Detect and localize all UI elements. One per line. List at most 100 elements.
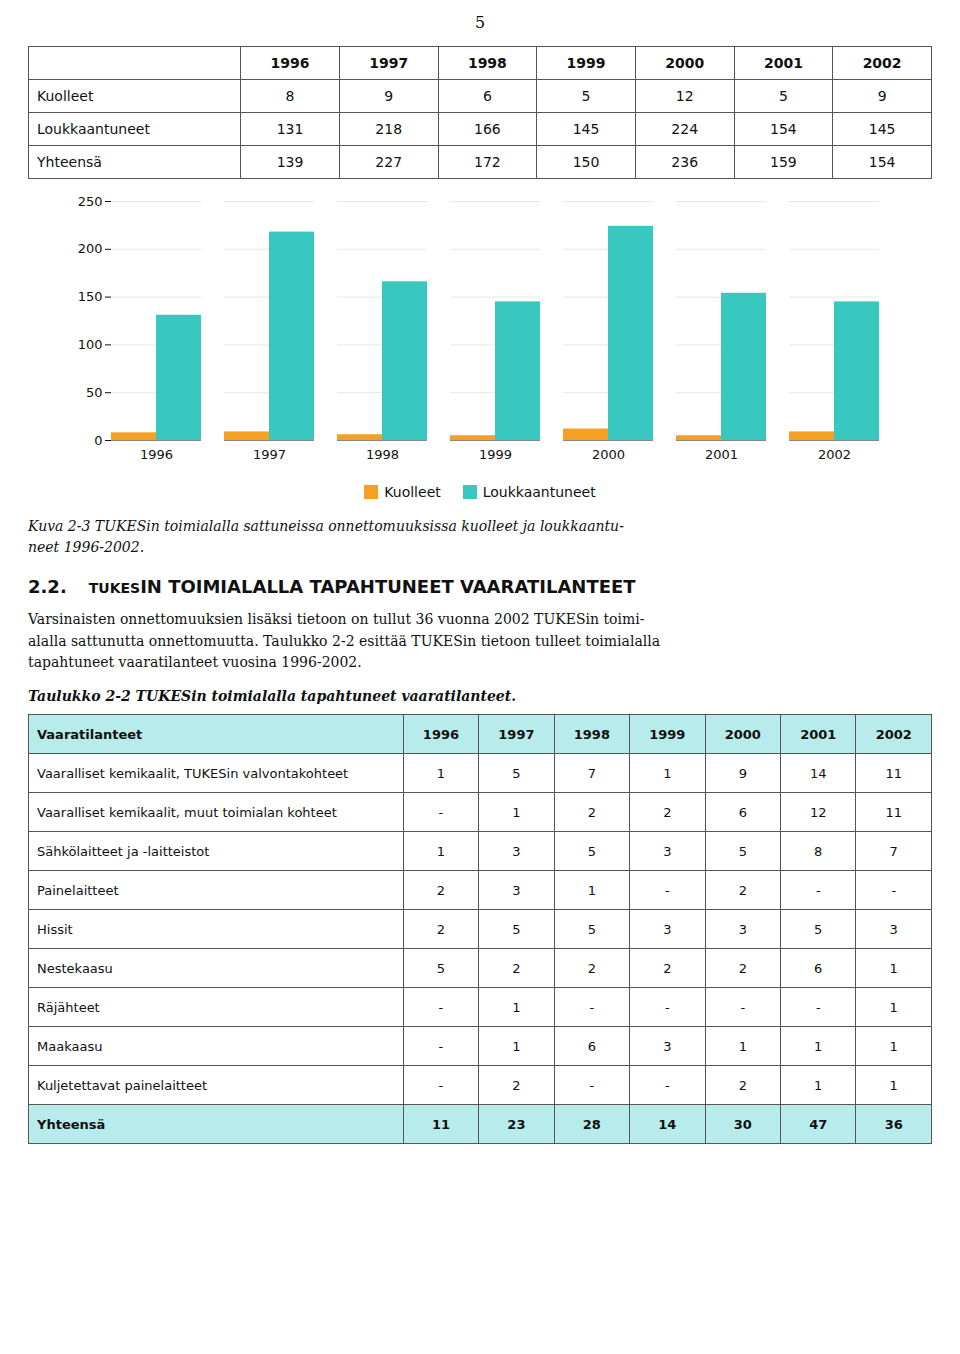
html-text:1996: 1996 [270, 55, 310, 71]
html-text:neet 1996-2002.: neet 1996-2002. [28, 539, 145, 555]
html-text:Painelaitteet: Painelaitteet [37, 882, 119, 898]
html-text:9: 9 [384, 88, 394, 104]
html-text:2002: 2002 [875, 726, 912, 742]
html-text:1999: 1999 [566, 55, 606, 71]
html-text:6: 6 [738, 804, 747, 820]
html-text:2: 2 [587, 804, 596, 820]
html-text:Taulukko 2-2 TUKESin toimialal: Taulukko 2-2 TUKESin toimialalla tapahtu… [28, 688, 517, 705]
html-text:159: 159 [770, 154, 797, 170]
html-text:TUKESIN TOIMIALALLA TAPAHTUNEE: TUKESIN TOIMIALALLA TAPAHTUNEET VAARATIL… [88, 576, 636, 597]
html-text:Kuljetettavat painelaitteet: Kuljetettavat painelaitteet [37, 1077, 207, 1093]
html-text:218: 218 [375, 121, 403, 137]
html-text:14: 14 [810, 765, 827, 781]
svg-text:2000: 2000 [592, 447, 625, 462]
html-text:Loukkaantuneet: Loukkaantuneet [37, 121, 150, 137]
svg-text:0: 0 [94, 433, 102, 448]
svg-text:1996: 1996 [140, 447, 173, 462]
svg-text:50: 50 [86, 385, 103, 400]
html-text:47: 47 [809, 1116, 828, 1132]
html-text:5: 5 [474, 13, 486, 32]
html-text:Räjähteet: Räjähteet [37, 999, 100, 1015]
html-text:Yhteensä: Yhteensä [37, 1116, 106, 1132]
html-text:Kuva 2-3 TUKESin toimialalla s: Kuva 2-3 TUKESin toimialalla sattuneissa… [28, 518, 624, 534]
html-text:145: 145 [572, 121, 600, 137]
html-text:1: 1 [436, 843, 446, 859]
html-text:Hissit: Hissit [37, 921, 73, 937]
html-text:3: 3 [512, 843, 521, 859]
html-text:2002: 2002 [862, 55, 902, 71]
html-text:Vaaralliset kemikaalit, muut t: Vaaralliset kemikaalit, muut toimialan k… [37, 804, 337, 820]
html-text:1: 1 [663, 765, 672, 781]
html-text:Kuolleet: Kuolleet [37, 88, 94, 104]
svg-text:1997: 1997 [253, 447, 286, 462]
html-text:5: 5 [436, 960, 446, 976]
html-text:224: 224 [671, 121, 699, 137]
html-text:5: 5 [778, 88, 788, 104]
html-text:2: 2 [663, 804, 672, 820]
html-text:2001: 2001 [800, 726, 837, 742]
svg-text:150: 150 [78, 289, 103, 304]
html-text:28: 28 [582, 1116, 601, 1132]
html-text:131: 131 [276, 121, 304, 137]
html-text:Vaaratilanteet: Vaaratilanteet [37, 726, 143, 742]
html-text:5: 5 [587, 843, 596, 859]
html-text:36: 36 [884, 1116, 903, 1132]
html-text:tapahtuneet vaaratilanteet vuo: tapahtuneet vaaratilanteet vuosina 1996-… [28, 654, 362, 671]
html-text:2000: 2000 [724, 726, 761, 742]
html-text:1998: 1998 [467, 55, 507, 71]
html-text:23: 23 [507, 1116, 526, 1132]
html-text:227: 227 [375, 154, 403, 170]
html-text:154: 154 [770, 121, 797, 137]
svg-text:200: 200 [78, 241, 103, 256]
html-text:7: 7 [587, 765, 596, 781]
html-text:8: 8 [285, 88, 295, 104]
html-text:154: 154 [868, 154, 896, 170]
svg-text:100: 100 [78, 337, 103, 352]
html-text:alalla sattunutta onnettomuutt: alalla sattunutta onnettomuutta. Taulukk… [28, 632, 660, 649]
html-text:2: 2 [436, 882, 446, 898]
html-text:14: 14 [658, 1116, 677, 1132]
html-text:11: 11 [885, 765, 902, 781]
html-text:9: 9 [877, 88, 887, 104]
html-text:1: 1 [512, 804, 521, 820]
svg-text:1999: 1999 [479, 447, 512, 462]
html-text:2001: 2001 [763, 55, 803, 71]
html-text:2: 2 [436, 921, 446, 937]
svg-text:250: 250 [78, 194, 103, 209]
html-text:1997: 1997 [498, 726, 535, 742]
html-text:1999: 1999 [649, 726, 686, 742]
html-text:1998: 1998 [573, 726, 610, 742]
html-text:2.2.: 2.2. [28, 576, 67, 597]
svg-text:2002: 2002 [818, 447, 851, 462]
html-text:5: 5 [512, 765, 521, 781]
html-text:30: 30 [733, 1116, 752, 1132]
html-text:150: 150 [572, 154, 600, 170]
html-text:2000: 2000 [665, 55, 705, 71]
svg-text:1998: 1998 [366, 447, 399, 462]
html-text:Vaaralliset kemikaalit, TUKESi: Vaaralliset kemikaalit, TUKESin valvonta… [37, 765, 349, 781]
html-text:1996: 1996 [422, 726, 459, 742]
html-text:236: 236 [671, 154, 699, 170]
html-text:11: 11 [431, 1116, 450, 1132]
html-text:Loukkaantuneet: Loukkaantuneet [482, 484, 596, 500]
svg-text:2001: 2001 [705, 447, 738, 462]
html-text:Kuolleet: Kuolleet [384, 484, 441, 500]
html-text:Sähkölaitteet ja -laitteistot: Sähkölaitteet ja -laitteistot [37, 843, 210, 859]
html-text:145: 145 [868, 121, 896, 137]
html-text:166: 166 [474, 121, 501, 137]
html-text:172: 172 [474, 154, 501, 170]
html-text:12: 12 [675, 88, 694, 104]
html-text:12: 12 [810, 804, 827, 820]
html-text:11: 11 [885, 804, 902, 820]
html-text:3: 3 [663, 843, 672, 859]
html-text:Nestekaasu: Nestekaasu [37, 960, 113, 976]
html-text:Maakaasu: Maakaasu [37, 1038, 103, 1054]
html-text:9: 9 [738, 765, 747, 781]
html-text:5: 5 [581, 88, 591, 104]
html-text:6: 6 [482, 88, 492, 104]
html-text:1: 1 [436, 765, 446, 781]
html-text:Varsinaisten onnettomuuksien l: Varsinaisten onnettomuuksien lisäksi tie… [28, 611, 645, 627]
html-text:Yhteensä: Yhteensä [37, 154, 102, 170]
html-text:1997: 1997 [369, 55, 409, 71]
html-text:139: 139 [276, 154, 304, 170]
